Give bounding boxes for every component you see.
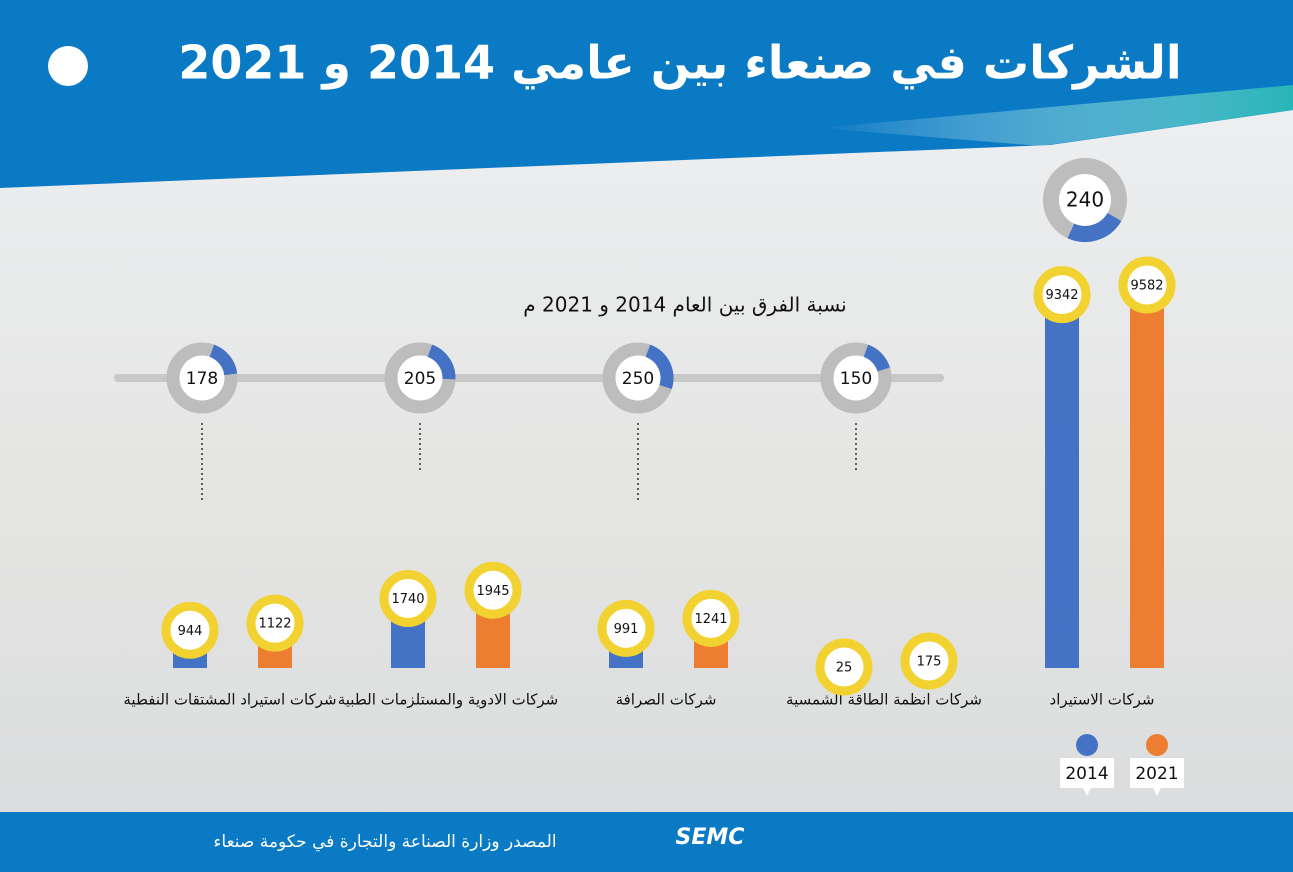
value-label: 9342: [1045, 288, 1078, 303]
difference-label: 150: [840, 369, 872, 389]
legend-label: 2021: [1135, 764, 1178, 784]
bar: [1045, 295, 1079, 668]
infographic: الشركات في صنعاء بين عامي 2014 و 2021 نس…: [0, 0, 1293, 872]
category-label: شركات استيراد المشتقات النفطية: [123, 691, 336, 709]
category-label: شركات انظمة الطاقة الشمسية: [786, 691, 982, 709]
chart-subtitle: نسبة الفرق بين العام 2014 و 2021 م: [523, 293, 846, 317]
footer-band: [0, 812, 1293, 872]
difference-label: 250: [622, 369, 654, 389]
difference-label: 240: [1066, 188, 1104, 212]
legend-label: 2014: [1065, 764, 1108, 784]
footer-source: المصدر وزارة الصناعة والتجارة في حكومة ص…: [213, 832, 556, 852]
value-label: 1241: [694, 612, 727, 627]
value-label: 991: [614, 622, 639, 637]
value-label: 25: [836, 661, 853, 676]
difference-label: 178: [186, 369, 218, 389]
value-label: 1740: [391, 592, 424, 607]
category-label: شركات الاستيراد: [1050, 691, 1155, 709]
value-label: 9582: [1130, 279, 1163, 294]
bar: [1130, 285, 1164, 668]
value-label: 175: [917, 655, 942, 670]
header-dot: [48, 46, 88, 86]
legend-swatch: [1076, 734, 1098, 756]
value-label: 1945: [476, 584, 509, 599]
footer-logo: SEMC: [676, 825, 745, 850]
chart-title: الشركات في صنعاء بين عامي 2014 و 2021: [178, 36, 1181, 90]
difference-label: 205: [404, 369, 436, 389]
category-label: شركات الادوية والمستلزمات الطبية: [338, 691, 559, 709]
value-label: 1122: [258, 617, 291, 632]
legend-swatch: [1146, 734, 1168, 756]
value-label: 944: [178, 624, 203, 639]
category-label: شركات الصرافة: [616, 691, 717, 709]
